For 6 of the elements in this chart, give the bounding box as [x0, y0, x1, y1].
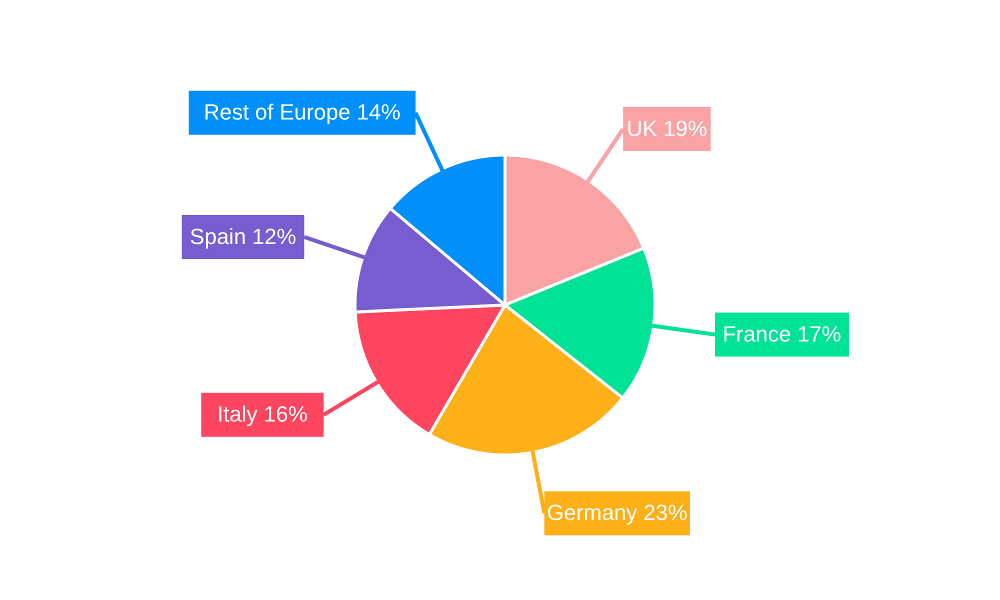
slice-label: France 17%: [722, 321, 842, 346]
slice-label: Italy 16%: [217, 402, 308, 427]
slice-label: UK 19%: [626, 116, 708, 141]
slice-label: Spain 12%: [190, 224, 296, 249]
slice-label: Germany 23%: [546, 500, 688, 526]
slice-label: Rest of Europe 14%: [204, 100, 401, 125]
